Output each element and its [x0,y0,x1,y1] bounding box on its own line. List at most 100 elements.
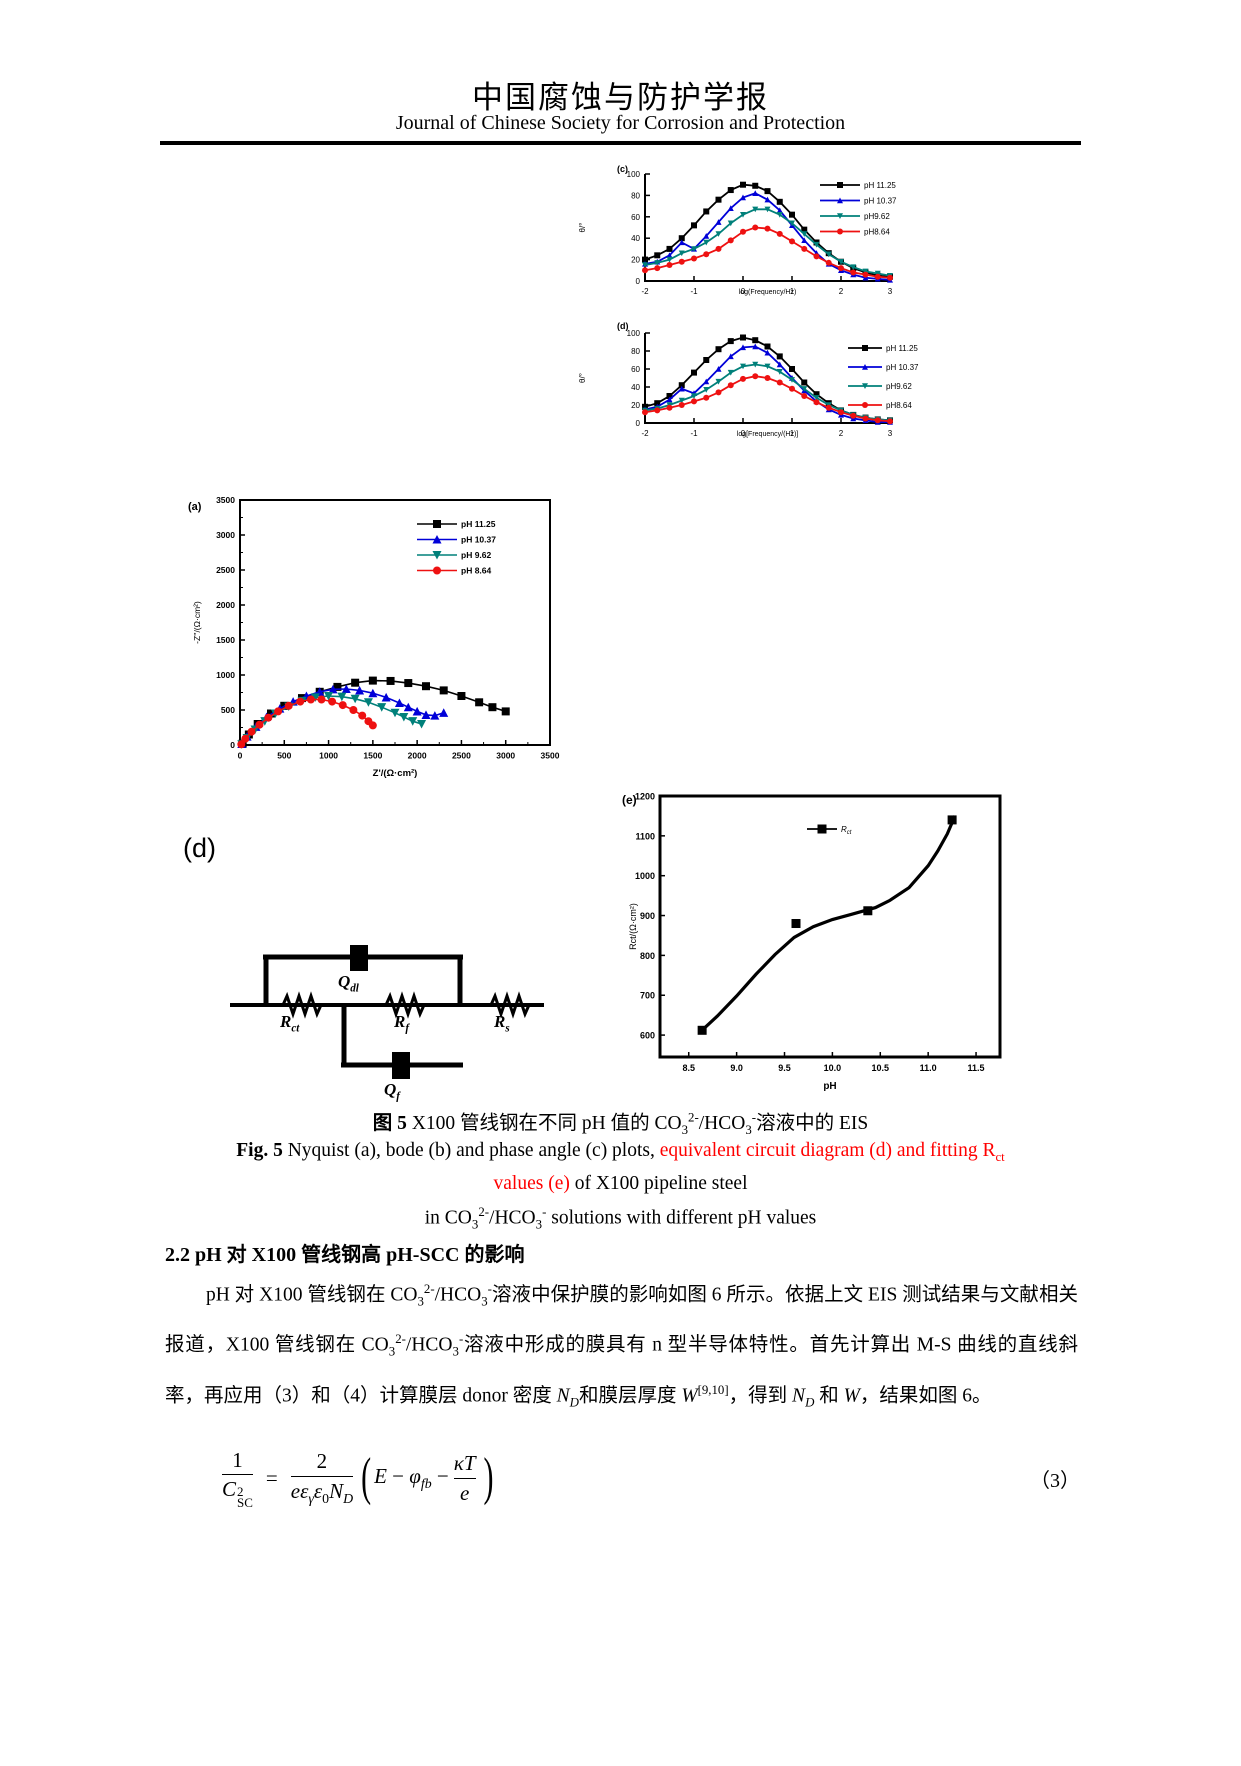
svg-text:pH9.62: pH9.62 [864,212,890,221]
svg-text:11.5: 11.5 [968,1063,985,1073]
svg-text:log(Frequency/Hz): log(Frequency/Hz) [739,289,797,296]
section-heading: 2.2 pH 对 X100 管线钢高 pH-SCC 的影响 [165,1244,525,1266]
chart-e-svg: 8.5 9.0 9.5 10.0 10.5 11.0 11.5 600 700 800 900 100… [622,791,1002,1092]
svg-text:3000: 3000 [216,530,235,540]
equation-number: （3） [1030,1469,1080,1492]
svg-text:9.0: 9.0 [730,1063,743,1073]
chart-a-svg: 0 500 1000 1500 2000 2500 3000 3500 0 500 1000 1500… [188,495,560,779]
svg-text:pH: pH [823,1081,836,1092]
svg-text:2000: 2000 [408,751,427,761]
close-paren: ) [483,1448,494,1507]
header-rule [160,141,1081,145]
svg-text:500: 500 [277,751,291,761]
svg-text:0: 0 [238,751,243,761]
equals-sign: = [265,1465,278,1490]
svg-text:(a): (a) [188,501,202,513]
circuit-label-rf: Rf [394,1012,410,1035]
equation-3: 1 C 2 SC = 2 eεγε0ND ( E − φfb − κT e ) （3… [165,1448,1080,1511]
svg-text:900: 900 [640,911,655,921]
svg-text:1000: 1000 [319,751,338,761]
svg-text:100: 100 [627,329,641,338]
svg-text:pH 11.25: pH 11.25 [461,519,496,529]
circuit-panel-label: (d) [183,833,216,863]
svg-text:pH 10.37: pH 10.37 [886,363,919,372]
equation-lhs-denominator: C 2 SC [222,1477,253,1511]
figure-caption-en-line1: Fig. 5 Nyquist (a), bode (b) and phase a… [236,1140,1005,1164]
svg-text:2500: 2500 [216,565,235,575]
svg-text:8.5: 8.5 [682,1063,695,1073]
circuit-label-qf: Qf [384,1080,400,1103]
equation-lhs-numerator: 1 [232,1448,243,1472]
nyquist-chart-a: 0 500 1000 1500 2000 2500 3000 3500 0 500 1000 1500… [170,440,570,790]
svg-text:Z'/(Ω·cm²): Z'/(Ω·cm²) [373,768,418,779]
svg-text:pH 11.25: pH 11.25 [864,181,896,190]
equation-rhs-fraction: 2 eεγε0ND [290,1449,354,1506]
svg-text:500: 500 [221,705,235,715]
svg-text:pH8.64: pH8.64 [886,401,912,410]
svg-text:80: 80 [631,191,640,200]
circuit-label-rct: Rct [280,1012,300,1035]
circuit-label-qdl: Qdl [338,972,359,995]
svg-text:pH9.62: pH9.62 [886,382,912,391]
svg-text:pH 10.37: pH 10.37 [864,197,897,206]
figure-caption-en-line3: in CO32-/HCO3- solutions with different … [424,1205,817,1232]
svg-text:80: 80 [631,347,640,356]
svg-text:2: 2 [839,429,844,438]
svg-text:600: 600 [640,1031,655,1041]
chart-c-svg: -2 -1 0 1 2 3 0 20 40 60 80 100 log(Frequency/Hz) θ/°… [578,164,897,296]
equation-paren-terms: E − φfb − [374,1463,449,1492]
svg-text:pH 10.37: pH 10.37 [461,535,496,545]
svg-text:pH 9.62: pH 9.62 [461,550,492,560]
equation-rhs-denominator: eεγε0ND [290,1478,354,1506]
equivalent-circuit-diagram: Qdl Rct Rf Rs Qf [222,945,552,1105]
phase-angle-chart-d: -2 -1 0 1 2 3 0 20 40 60 80 100 log[Frequency/(Hz)] θ… [550,293,950,453]
fraction-bar [222,1474,253,1476]
svg-text:0: 0 [741,429,746,438]
svg-text:-2: -2 [641,429,649,438]
fraction-bar [290,1475,354,1477]
svg-text:θ/°: θ/° [578,373,587,383]
rct-fit-chart-e: 8.5 9.0 9.5 10.0 10.5 11.0 11.5 600 700 800 900 100… [610,690,1030,1110]
svg-text:-Z''/(Ω·cm²): -Z''/(Ω·cm²) [192,601,202,644]
svg-text:-2: -2 [641,287,649,296]
svg-text:11.0: 11.0 [920,1063,937,1073]
equation-lhs-fraction: 1 C 2 SC [222,1448,253,1511]
svg-text:2000: 2000 [216,600,235,610]
svg-text:-1: -1 [690,429,698,438]
svg-text:10.0: 10.0 [824,1063,842,1073]
svg-text:(e): (e) [622,793,637,807]
svg-text:0: 0 [741,287,746,296]
svg-text:700: 700 [640,991,655,1001]
svg-text:(c): (c) [617,164,628,174]
svg-text:log[Frequency/(Hz)]: log[Frequency/(Hz)] [737,431,799,438]
phase-angle-chart-c: -2 -1 0 1 2 3 0 20 40 60 80 100 log(Frequency/Hz) θ/°… [550,148,950,305]
body-paragraph: pH 对 X100 管线钢在 CO32-/HCO3-溶液中保护膜的影响如图 6 … [165,1282,1079,1410]
svg-text:2500: 2500 [452,751,471,761]
svg-text:40: 40 [631,383,640,392]
svg-text:pH 11.25: pH 11.25 [886,344,918,353]
journal-title-en: Journal of Chinese Society for Corrosion… [395,112,846,134]
fraction-bar [453,1477,476,1479]
figure-caption-en-line2: values (e) of X100 pipeline steel [493,1173,748,1194]
svg-text:9.5: 9.5 [778,1063,791,1073]
equation-inner-fraction: κT e [453,1451,476,1505]
svg-text:1: 1 [790,429,795,438]
svg-text:1000: 1000 [635,871,655,881]
svg-text:Rct/(Ω·cm²): Rct/(Ω·cm²) [628,903,638,950]
svg-text:(d): (d) [617,321,629,331]
svg-text:1: 1 [790,287,795,296]
circuit-label-rs: Rs [494,1012,510,1035]
open-paren: ( [361,1448,372,1507]
svg-text:100: 100 [627,170,641,179]
svg-text:1200: 1200 [635,791,655,801]
svg-text:pH 8.64: pH 8.64 [461,566,492,576]
svg-text:0: 0 [230,740,235,750]
svg-text:3000: 3000 [496,751,515,761]
svg-text:40: 40 [631,234,640,243]
svg-text:20: 20 [631,256,640,265]
svg-text:1100: 1100 [635,831,655,841]
svg-text:3500: 3500 [216,495,235,505]
svg-text:3500: 3500 [541,751,560,761]
svg-text:3: 3 [888,429,893,438]
equation-inner-denominator: e [459,1480,470,1505]
